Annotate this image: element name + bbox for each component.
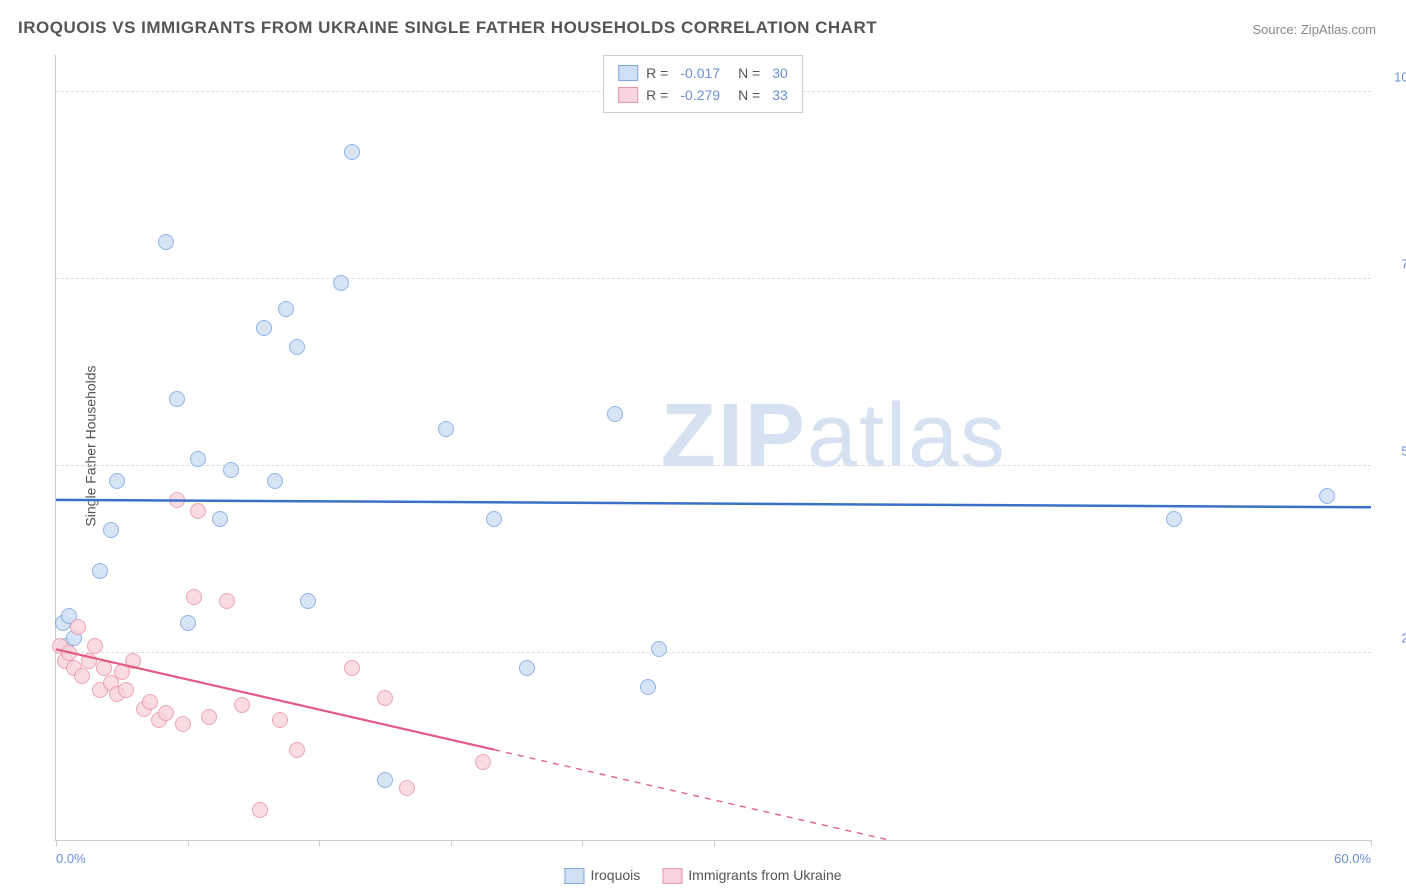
x-tick (714, 840, 715, 846)
legend-n-label: N = (738, 62, 760, 84)
legend-correlation: R = -0.017 N = 30 R = -0.279 N = 33 (603, 55, 803, 113)
regression-line-dashed (494, 750, 888, 840)
x-tick (56, 840, 57, 846)
legend-swatch (618, 87, 638, 103)
legend-n-value: 30 (772, 62, 788, 84)
legend-n-value: 33 (772, 84, 788, 106)
regression-lines (56, 55, 1371, 840)
x-tick (451, 840, 452, 846)
x-tick (188, 840, 189, 846)
legend-r-value: -0.017 (680, 62, 720, 84)
x-tick-label: 0.0% (56, 851, 86, 866)
plot-area: ZIPatlas 2.5%5.0%7.5%10.0%0.0%60.0% (55, 55, 1371, 841)
legend-swatch (618, 65, 638, 81)
x-tick (319, 840, 320, 846)
legend-r-label: R = (646, 62, 668, 84)
legend-series: Iroquois Immigrants from Ukraine (564, 867, 841, 884)
y-tick-label: 10.0% (1381, 70, 1406, 85)
x-tick-label: 60.0% (1334, 851, 1371, 866)
legend-series-label: Iroquois (590, 867, 640, 883)
regression-line-solid (56, 649, 494, 749)
legend-series-item: Immigrants from Ukraine (662, 867, 841, 884)
y-tick-label: 2.5% (1381, 631, 1406, 646)
legend-r-value: -0.279 (680, 84, 720, 106)
legend-n-label: N = (738, 84, 760, 106)
x-tick (1371, 840, 1372, 846)
y-tick-label: 5.0% (1381, 444, 1406, 459)
chart-title: IROQUOIS VS IMMIGRANTS FROM UKRAINE SING… (18, 18, 877, 38)
legend-swatch (662, 868, 682, 884)
legend-correlation-row: R = -0.279 N = 33 (618, 84, 788, 106)
legend-series-label: Immigrants from Ukraine (688, 867, 841, 883)
legend-correlation-row: R = -0.017 N = 30 (618, 62, 788, 84)
regression-line-solid (56, 500, 1371, 507)
legend-r-label: R = (646, 84, 668, 106)
x-tick (582, 840, 583, 846)
source-label: Source: ZipAtlas.com (1252, 22, 1376, 37)
y-tick-label: 7.5% (1381, 257, 1406, 272)
legend-swatch (564, 868, 584, 884)
legend-series-item: Iroquois (564, 867, 640, 884)
